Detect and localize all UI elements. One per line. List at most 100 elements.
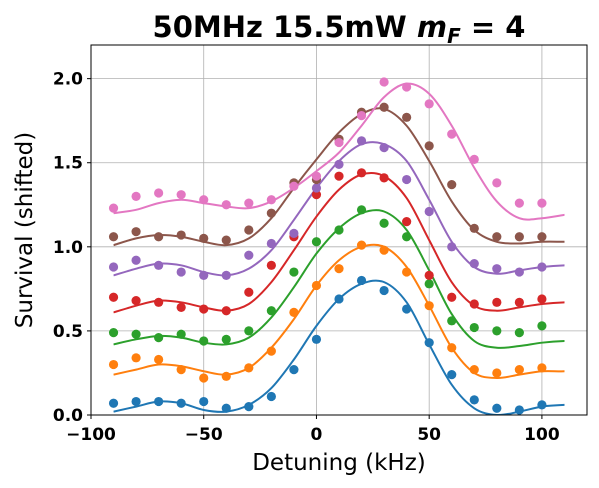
data-point	[514, 267, 524, 277]
data-point	[131, 255, 141, 265]
ticks: −100 −50 0 50 100 0.0 0.5 1.0 1.5 2.0	[53, 70, 560, 445]
data-point	[176, 364, 186, 375]
data-point	[154, 297, 164, 307]
y-tick-label: 2.0	[53, 70, 83, 90]
data-point	[266, 260, 276, 270]
data-point	[514, 198, 524, 208]
plot-frame	[90, 44, 588, 416]
data-point	[154, 354, 164, 365]
data-point	[131, 329, 141, 339]
data-point	[266, 391, 276, 402]
data-point	[447, 343, 457, 353]
data-point	[221, 200, 231, 210]
data-point	[492, 232, 502, 242]
data-point	[356, 111, 367, 121]
data-point	[469, 223, 479, 233]
data-point	[244, 401, 254, 412]
data-point	[108, 203, 119, 213]
data-point	[221, 403, 231, 413]
data-point	[402, 82, 412, 92]
data-point	[469, 299, 479, 309]
data-point	[131, 353, 141, 363]
data-point	[289, 181, 299, 191]
data-point	[199, 304, 209, 314]
data-point	[334, 137, 344, 148]
fit-line	[113, 209, 565, 349]
data-point	[176, 230, 186, 240]
data-point	[221, 371, 231, 381]
data-point	[266, 195, 276, 205]
data-point	[402, 267, 412, 277]
data-point	[154, 232, 164, 242]
data-point	[334, 294, 344, 304]
data-point	[447, 370, 457, 380]
data-point	[379, 77, 389, 87]
data-point	[537, 262, 547, 272]
data-point	[334, 159, 344, 170]
data-point	[514, 364, 524, 375]
data-point	[176, 267, 186, 277]
data-point	[266, 346, 276, 356]
data-point	[266, 306, 276, 316]
data-point	[244, 287, 254, 297]
data-point	[244, 326, 254, 336]
data-point	[402, 112, 412, 122]
data-point	[469, 395, 479, 405]
data-point	[311, 237, 322, 247]
data-point	[492, 368, 502, 378]
data-point	[469, 364, 479, 375]
data-point	[199, 270, 209, 281]
data-point	[469, 322, 479, 333]
y-tick-label: 1.0	[53, 238, 83, 258]
data-point	[221, 270, 231, 281]
data-point	[537, 198, 547, 208]
data-point	[537, 321, 547, 331]
data-point	[379, 102, 389, 112]
data-point	[447, 316, 457, 326]
data-point	[289, 267, 299, 277]
data-point	[424, 270, 434, 281]
data-point	[402, 232, 412, 242]
data-point	[289, 307, 299, 318]
x-tick-label: −100	[66, 425, 116, 445]
data-point	[311, 280, 322, 291]
title-part: 50MHz 15.5mW	[153, 10, 417, 44]
data-point	[108, 359, 119, 370]
data-point	[131, 296, 141, 306]
data-point	[537, 400, 547, 410]
data-point	[108, 327, 119, 338]
data-point	[176, 329, 186, 339]
data-point	[424, 338, 434, 348]
data-point	[108, 232, 119, 242]
title-part: F	[447, 24, 461, 48]
data-point	[514, 327, 524, 338]
data-point	[492, 178, 502, 188]
data-point	[244, 363, 254, 373]
data-point	[289, 364, 299, 375]
data-point	[379, 218, 389, 228]
x-tick-label: 0	[311, 425, 323, 445]
data-point	[379, 142, 389, 153]
data-point	[334, 171, 344, 181]
data-point	[447, 292, 457, 302]
fit-line	[113, 243, 565, 380]
data-point	[221, 235, 231, 245]
data-point	[266, 238, 276, 249]
fit-line	[113, 82, 565, 221]
data-point	[424, 99, 434, 109]
data-point	[334, 225, 344, 235]
data-points	[108, 77, 547, 415]
chart-title: 50MHz 15.5mW mF = 4	[153, 10, 526, 48]
data-point	[514, 232, 524, 242]
data-point	[199, 396, 209, 407]
data-point	[108, 262, 119, 272]
data-point	[131, 191, 141, 201]
data-point	[514, 405, 524, 415]
y-axis-label: Survival (shifted)	[12, 132, 38, 328]
data-point	[154, 396, 164, 407]
data-point	[176, 190, 186, 200]
data-point	[402, 216, 412, 227]
data-point	[131, 227, 141, 237]
data-point	[356, 136, 367, 146]
